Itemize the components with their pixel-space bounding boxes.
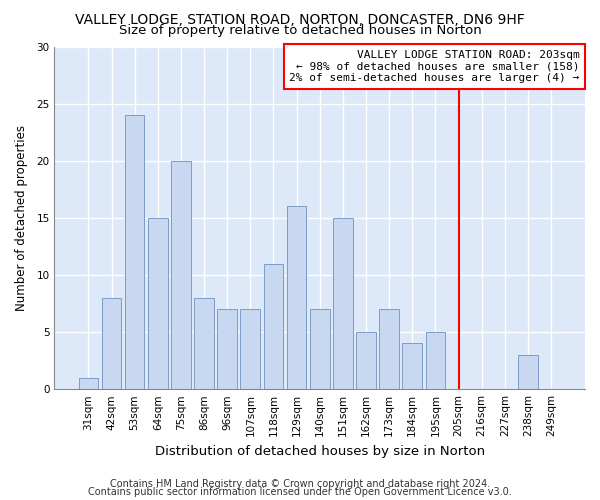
Bar — [79, 378, 98, 389]
Bar — [148, 218, 167, 389]
Text: VALLEY LODGE, STATION ROAD, NORTON, DONCASTER, DN6 9HF: VALLEY LODGE, STATION ROAD, NORTON, DONC… — [75, 12, 525, 26]
Bar — [101, 298, 121, 389]
Text: Size of property relative to detached houses in Norton: Size of property relative to detached ho… — [119, 24, 481, 37]
Bar — [263, 264, 283, 389]
Bar — [379, 309, 399, 389]
Bar — [287, 206, 307, 389]
Bar — [217, 309, 237, 389]
Bar — [333, 218, 353, 389]
Bar — [241, 309, 260, 389]
Bar — [518, 355, 538, 389]
Bar — [194, 298, 214, 389]
Text: Contains HM Land Registry data © Crown copyright and database right 2024.: Contains HM Land Registry data © Crown c… — [110, 479, 490, 489]
Text: Contains public sector information licensed under the Open Government Licence v3: Contains public sector information licen… — [88, 487, 512, 497]
Bar — [425, 332, 445, 389]
Y-axis label: Number of detached properties: Number of detached properties — [15, 125, 28, 311]
Bar — [356, 332, 376, 389]
X-axis label: Distribution of detached houses by size in Norton: Distribution of detached houses by size … — [155, 444, 485, 458]
Bar — [125, 115, 145, 389]
Bar — [310, 309, 329, 389]
Bar — [171, 160, 191, 389]
Text: VALLEY LODGE STATION ROAD: 203sqm
← 98% of detached houses are smaller (158)
2% : VALLEY LODGE STATION ROAD: 203sqm ← 98% … — [289, 50, 580, 83]
Bar — [403, 344, 422, 389]
